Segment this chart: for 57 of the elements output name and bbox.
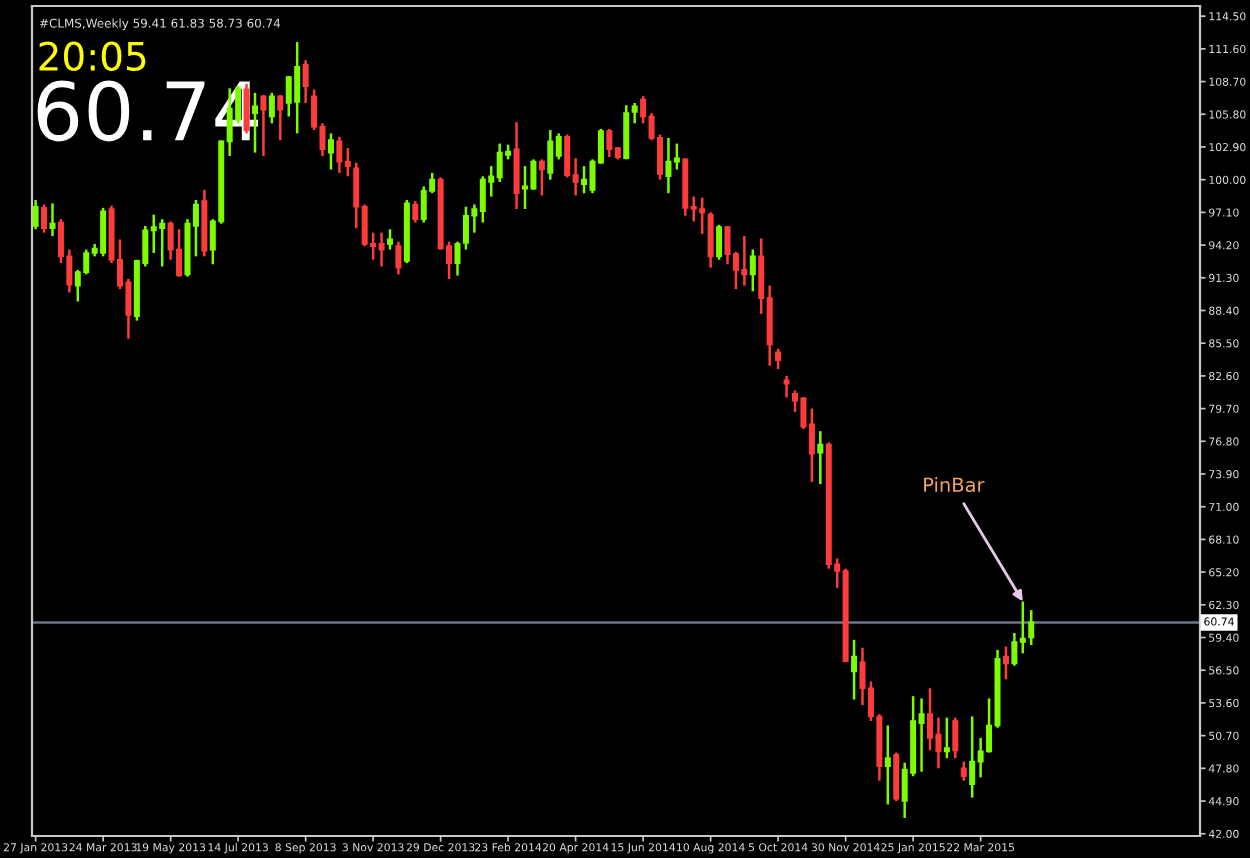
- candlestick: [716, 223, 723, 261]
- candlestick: [775, 347, 782, 371]
- candlestick: [960, 760, 967, 782]
- candlestick: [606, 127, 613, 159]
- candlestick: [302, 58, 309, 105]
- annotation: PinBar: [924, 477, 985, 493]
- candlestick: [707, 211, 714, 269]
- candlestick: [884, 724, 891, 806]
- candlestick: [699, 196, 706, 236]
- candlestick: [969, 715, 976, 799]
- candlestick: [159, 217, 166, 268]
- candlestick: [513, 120, 520, 211]
- candlestick: [783, 374, 790, 399]
- candlestick: [935, 716, 942, 770]
- candlestick: [530, 158, 537, 192]
- candlestick: [285, 74, 292, 118]
- candlestick: [412, 199, 419, 224]
- candlestick: [260, 93, 267, 158]
- candlestick: [952, 716, 959, 760]
- candlestick: [623, 103, 630, 161]
- candlestick: [673, 142, 680, 171]
- candlestick: [1002, 645, 1009, 681]
- candlestick: [496, 142, 503, 184]
- candlestick: [420, 185, 427, 224]
- candlestick: [817, 429, 824, 486]
- candlestick: [851, 638, 858, 701]
- candlestick: [724, 224, 731, 266]
- candlestick: [538, 158, 545, 197]
- candlestick: [581, 164, 588, 195]
- candlestick: [378, 231, 385, 268]
- candlestick: [41, 203, 48, 234]
- candlestick: [547, 128, 554, 181]
- candlestick: [294, 40, 301, 135]
- candlestick: [100, 206, 107, 258]
- candlestick: [564, 133, 571, 179]
- candlestick: [32, 198, 39, 231]
- candlestick: [521, 164, 528, 211]
- candlestick: [665, 136, 672, 195]
- candlestick: [479, 175, 486, 224]
- candlestick: [395, 240, 402, 276]
- candlestick: [749, 248, 756, 293]
- candlestick: [386, 228, 393, 251]
- candlestick: [1011, 631, 1018, 667]
- candlestick: [943, 716, 950, 760]
- candlestick: [336, 135, 343, 175]
- candlestick: [741, 234, 748, 287]
- candlestick: [327, 132, 334, 171]
- candlestick: [344, 146, 351, 178]
- candlestick: [176, 228, 183, 278]
- candlestick: [926, 687, 934, 752]
- candlestick: [893, 751, 900, 803]
- annotation: 20:05: [39, 41, 146, 71]
- candlestick: [918, 697, 925, 773]
- candlestick: [1028, 608, 1035, 647]
- candlestick: [49, 202, 56, 238]
- candlestick: [268, 91, 275, 125]
- candlestick: [277, 93, 284, 142]
